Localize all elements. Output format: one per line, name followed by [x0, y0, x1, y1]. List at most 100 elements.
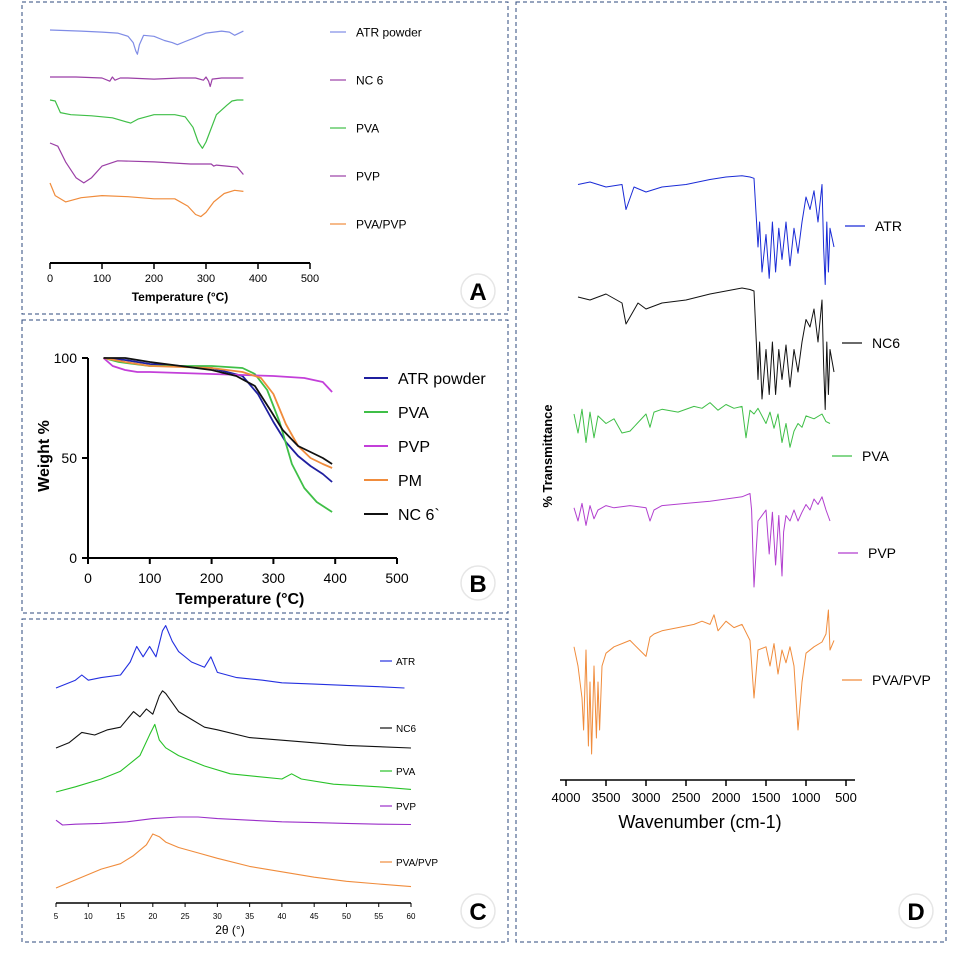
panel-d-tick-label-1500: 1500 — [752, 790, 781, 805]
panel-a-tick-label-300: 300 — [197, 273, 215, 285]
panel-b-legend-label-pva: PVA — [398, 405, 429, 422]
panel-a-legend-label-atr-powder: ATR powder — [356, 25, 422, 39]
panel-c-tick-label-50: 50 — [342, 912, 351, 921]
panel-c-tick-label-45: 45 — [310, 912, 319, 921]
panel-c-series-nc6 — [55, 690, 412, 749]
panel-d-series-pva-pvp — [573, 609, 835, 755]
panel-a-legend-label-pva-pvp: PVA/PVP — [356, 217, 406, 231]
panel-a-tick-label-200: 200 — [145, 273, 163, 285]
panel-d-series — [573, 175, 835, 755]
panel-d-legend: ATR NC6 PVA PVP PVA/PVP — [832, 218, 931, 688]
panel-b-xtick-label-400: 400 — [324, 570, 348, 586]
panel-d-legend-label-pva: PVA — [862, 448, 890, 464]
panel-b-legend-label-atr-powder: ATR powder — [398, 371, 486, 388]
panel-a-legend-label-pvp: PVP — [356, 169, 380, 183]
panel-b-ytick-label-50: 50 — [61, 450, 77, 466]
panel-d-legend-label-atr: ATR — [875, 218, 902, 234]
panel-b-legend-label-nc-6: NC 6` — [398, 507, 440, 524]
panel-b-ticks: 0 100 200 300 400 500 0 50 100 — [54, 350, 409, 586]
panel-d-series-nc6 — [577, 287, 835, 410]
panel-c-series-pva-pvp — [55, 833, 412, 889]
panel-b-series-pm — [103, 357, 333, 469]
panel-a-series-pvp — [49, 142, 244, 184]
panel-a-frame — [21, 1, 509, 315]
panel-d-tick-label-3500: 3500 — [592, 790, 621, 805]
panel-d-tick-label-500: 500 — [835, 790, 857, 805]
panel-c-series-atr — [55, 625, 405, 689]
panel-b-letter: B — [469, 571, 486, 598]
panel-c-tick-label-35: 35 — [245, 912, 254, 921]
panel-a-tick-label-100: 100 — [93, 273, 111, 285]
panel-b-series-pva — [103, 357, 333, 513]
panel-c-tick-label-5: 5 — [54, 912, 59, 921]
panel-b-xlabel: Temperature (°C) — [176, 591, 305, 608]
panel-c-legend-label-pva-pvp: PVA/PVP — [396, 858, 438, 869]
panel-a-xlabel: Temperature (°C) — [132, 290, 229, 304]
panel-d-tick-label-2500: 2500 — [672, 790, 701, 805]
panel-b-xtick-label-0: 0 — [84, 570, 92, 586]
panel-c: 5 10 15 20 25 30 35 40 45 50 55 60 2θ (°) ATR NC6 PVA… — [54, 625, 496, 937]
panel-c-legend-label-pva: PVA — [396, 767, 416, 778]
panel-d-tick-label-2000: 2000 — [712, 790, 741, 805]
panel-d-series-pvp — [573, 493, 831, 588]
panel-d-letter: D — [907, 899, 924, 926]
panel-b-series-atr-powder — [103, 357, 333, 483]
panel-d-badge — [898, 893, 934, 929]
panel-d-legend-label-pvp: PVP — [868, 545, 896, 561]
panel-c-series-pva — [55, 723, 412, 793]
panel-a-series-pva — [49, 99, 244, 149]
panel-c-ticks: 5 10 15 20 25 30 35 40 45 50 55 60 — [54, 903, 416, 921]
panel-b-ylabel: Weight % — [36, 420, 53, 492]
panel-b-series — [102, 357, 333, 513]
panel-d-xlabel: Wavenumber (cm-1) — [618, 812, 781, 832]
panel-d-legend-label-nc6: NC6 — [872, 335, 900, 351]
panel-c-tick-label-10: 10 — [84, 912, 93, 921]
panel-b-ytick-label-0: 0 — [69, 550, 77, 566]
panel-d-tick-label-4000: 4000 — [552, 790, 581, 805]
panel-a-legend: ATR powder NC 6 PVA PVP PVA/PVP — [330, 25, 422, 231]
panel-c-tick-label-40: 40 — [277, 912, 286, 921]
panel-a-series-pva-pvp — [49, 182, 244, 218]
panel-c-badge — [460, 893, 496, 929]
panel-c-tick-label-25: 25 — [181, 912, 190, 921]
panel-a-letter: A — [469, 279, 486, 306]
panel-d-frame — [515, 1, 947, 943]
panel-c-tick-label-30: 30 — [213, 912, 222, 921]
panel-a-badge — [460, 273, 496, 309]
panel-c-xlabel: 2θ (°) — [215, 923, 244, 937]
panel-d-tick-label-3000: 3000 — [632, 790, 661, 805]
panel-c-legend: ATR NC6 PVA PVP PVA/PVP — [380, 657, 438, 869]
panel-b-legend: ATR powder PVA PVP PM NC 6` — [364, 371, 486, 524]
panel-c-tick-label-55: 55 — [374, 912, 383, 921]
panel-d-tick-label-1000: 1000 — [792, 790, 821, 805]
panel-b-frame — [21, 319, 509, 614]
panel-c-legend-label-nc6: NC6 — [396, 724, 416, 735]
panel-d-series-atr — [577, 175, 835, 285]
panel-d-ylabel: % Transmittance — [540, 404, 555, 507]
panel-d-ticks: 4000 3500 3000 2500 2000 1500 1000 500 — [552, 780, 857, 805]
panel-a: 0 100 200 300 400 500 Temperature (°C) ATR po… — [47, 25, 496, 309]
panel-b-series-nc-6 — [103, 357, 333, 465]
panel-b-xtick-label-100: 100 — [138, 570, 162, 586]
panel-b-xtick-label-200: 200 — [200, 570, 224, 586]
panel-a-tick-label-500: 500 — [301, 273, 319, 285]
panel-a-series-atr-powder — [49, 29, 244, 55]
panel-b-ytick-label-100: 100 — [54, 350, 78, 366]
panel-c-tick-label-20: 20 — [148, 912, 157, 921]
panel-b-xtick-label-500: 500 — [385, 570, 409, 586]
panel-c-legend-label-atr: ATR — [396, 657, 415, 668]
panel-a-ticks: 0 100 200 300 400 500 — [47, 263, 319, 285]
panel-a-series — [49, 29, 244, 218]
panel-b-xtick-label-300: 300 — [262, 570, 286, 586]
panel-c-legend-label-pvp: PVP — [396, 802, 416, 813]
panel-b-legend-label-pm: PM — [398, 473, 422, 490]
panel-c-frame — [21, 618, 509, 943]
panel-b-series-pvp — [102, 357, 333, 393]
panel-b-legend-label-pvp: PVP — [398, 439, 430, 456]
panel-a-tick-label-0: 0 — [47, 273, 53, 285]
panel-c-series — [55, 625, 412, 889]
panel-d-legend-label-pva-pvp: PVA/PVP — [872, 672, 931, 688]
panel-c-series-pvp — [55, 816, 412, 826]
